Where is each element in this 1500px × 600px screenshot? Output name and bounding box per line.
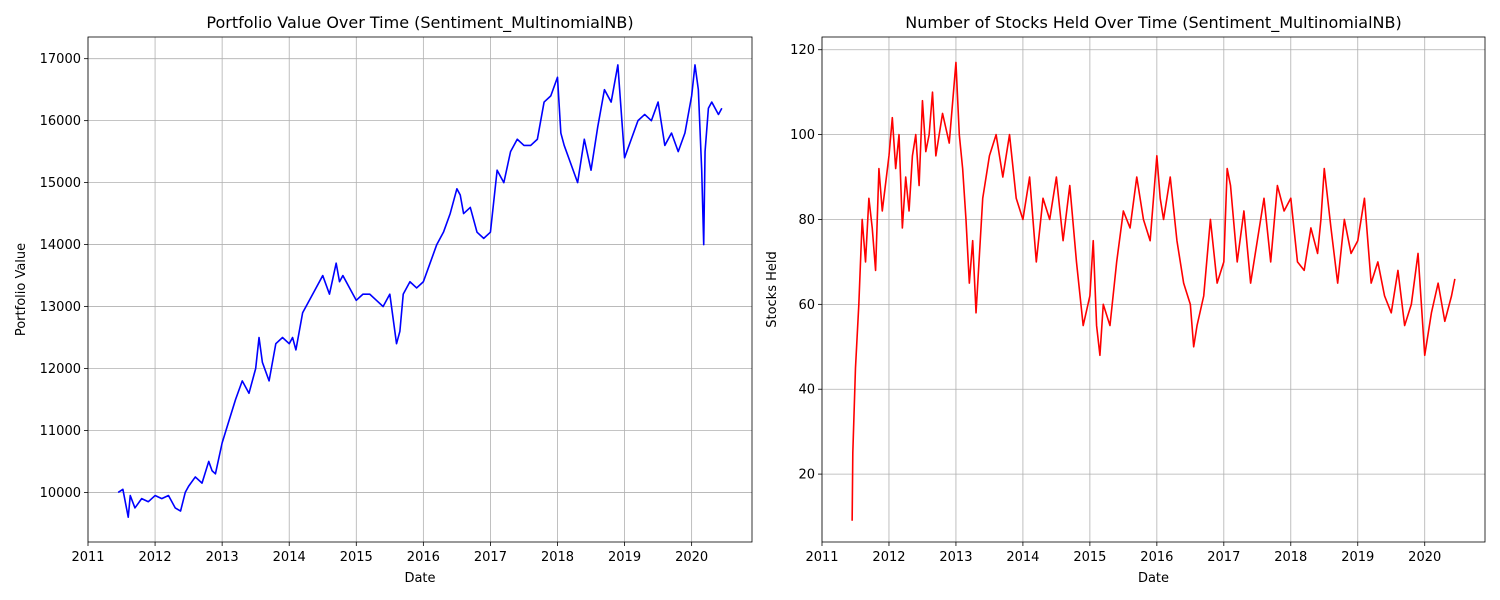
portfolio-y-axis-label: Portfolio Value <box>14 243 29 336</box>
stocks-x-tick-label: 2016 <box>1140 550 1173 565</box>
stocks-y-tick-label: 100 <box>790 128 815 143</box>
portfolio-y-tick-label: 11000 <box>40 424 81 439</box>
stocks-x-tick-label: 2015 <box>1073 550 1106 565</box>
portfolio-y-tick-label: 17000 <box>40 52 81 67</box>
stocks-x-tick-label: 2012 <box>872 550 905 565</box>
portfolio-x-tick-label: 2015 <box>340 550 373 565</box>
portfolio-x-tick-label: 2012 <box>139 550 172 565</box>
stocks-y-tick-label: 120 <box>790 43 815 58</box>
portfolio-x-axis-label: Date <box>404 571 435 586</box>
stocks-y-tick-label: 80 <box>798 213 815 228</box>
portfolio-value-chart: 2011 2012 2013 2014 2015 2016 2017 2018 2019 2020… <box>14 13 753 586</box>
stocks-x-tick-label: 2019 <box>1341 550 1374 565</box>
stocks-y-tick-label: 20 <box>798 468 815 483</box>
portfolio-chart-title: Portfolio Value Over Time (Sentiment_Mul… <box>206 13 633 33</box>
stocks-x-tick-label: 2014 <box>1006 550 1039 565</box>
stocks-x-tick-label: 2020 <box>1408 550 1441 565</box>
stocks-x-axis-label: Date <box>1138 571 1169 586</box>
stocks-chart-title: Number of Stocks Held Over Time (Sentime… <box>905 13 1401 33</box>
portfolio-plot-frame <box>87 36 753 543</box>
portfolio-x-tick-label: 2011 <box>71 550 104 565</box>
portfolio-series-line <box>117 64 723 519</box>
portfolio-x-tick-label: 2020 <box>675 550 708 565</box>
stocks-series-line <box>851 61 1456 521</box>
portfolio-x-tick-label: 2016 <box>407 550 440 565</box>
portfolio-x-tick-label: 2018 <box>541 550 574 565</box>
portfolio-y-tick-label: 13000 <box>40 300 81 315</box>
stocks-x-tick-label: 2018 <box>1274 550 1307 565</box>
portfolio-x-tick-label: 2013 <box>206 550 239 565</box>
portfolio-y-tick-label: 15000 <box>40 176 81 191</box>
portfolio-y-tick-label: 14000 <box>40 238 81 253</box>
stocks-y-tick-label: 60 <box>798 298 815 313</box>
stocks-y-axis-label: Stocks Held <box>765 251 780 328</box>
stocks-held-chart: 2011 2012 2013 2014 2015 2016 2017 2018 2019 2020… <box>765 13 1486 586</box>
stocks-plot-frame <box>821 36 1486 543</box>
portfolio-x-tick-label: 2014 <box>273 550 306 565</box>
portfolio-x-tick-label: 2019 <box>608 550 641 565</box>
portfolio-y-tick-label: 16000 <box>40 114 81 129</box>
stocks-x-tick-label: 2013 <box>939 550 972 565</box>
portfolio-y-tick-label: 10000 <box>40 486 81 501</box>
stocks-x-tick-label: 2011 <box>805 550 838 565</box>
portfolio-y-tick-label: 12000 <box>40 362 81 377</box>
portfolio-x-tick-label: 2017 <box>474 550 507 565</box>
stocks-y-tick-label: 40 <box>798 383 815 398</box>
stocks-x-tick-label: 2017 <box>1207 550 1240 565</box>
